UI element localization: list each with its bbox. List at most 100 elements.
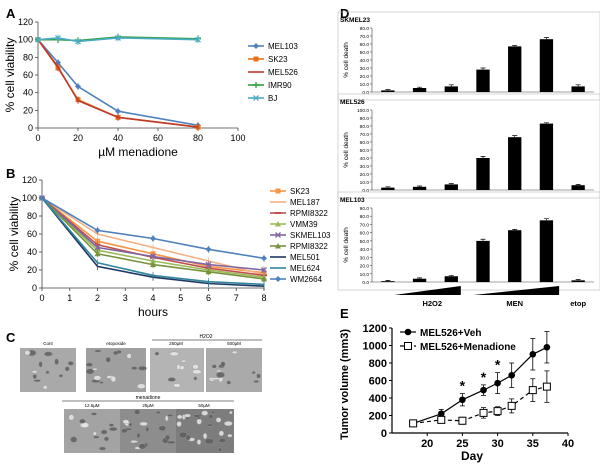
y-tick-label: 70.0 bbox=[360, 222, 370, 228]
error-bar bbox=[417, 185, 423, 187]
y-tick-label: 60.0 bbox=[360, 42, 370, 48]
legend-label: VMM39 bbox=[290, 220, 318, 229]
x-tick-label: 1 bbox=[67, 293, 72, 303]
cell-shape bbox=[251, 371, 256, 375]
legend-marker bbox=[404, 342, 412, 350]
bar bbox=[571, 86, 585, 92]
legend-label: MEL526+Menadione bbox=[420, 342, 516, 353]
cell-shape bbox=[223, 420, 233, 427]
error-bar bbox=[385, 280, 391, 282]
cell-shape bbox=[211, 410, 215, 414]
cell-shape bbox=[201, 410, 209, 416]
y-tick-label: 80.0 bbox=[360, 26, 370, 32]
cell-shape bbox=[193, 376, 198, 381]
y-tick-label: 30.0 bbox=[360, 164, 370, 170]
cell-shape bbox=[108, 423, 114, 427]
y-tick-label: 20.0 bbox=[360, 172, 370, 178]
y-tick-label: 10.0 bbox=[360, 82, 370, 88]
error-bar bbox=[543, 122, 549, 124]
panel-a-chart: 0 20 40 60 80 100 120 0 20 40 60 80 100 µM menadione%… bbox=[3, 17, 298, 159]
x-tick-label: 35 bbox=[527, 438, 539, 450]
y-tick-label: 30.0 bbox=[360, 255, 370, 261]
x-tick-label: 20 bbox=[73, 133, 83, 143]
legend-label: MEL501 bbox=[290, 253, 320, 262]
cell-shape bbox=[145, 426, 150, 432]
cell-shape bbox=[103, 436, 110, 442]
y-tick-label: 60.0 bbox=[360, 231, 370, 237]
cell-shape bbox=[113, 350, 119, 356]
y-tick-label: 0 bbox=[381, 428, 387, 440]
x-tick-label: 20 bbox=[421, 438, 433, 450]
error-bar bbox=[575, 184, 581, 186]
cell-shape bbox=[196, 439, 202, 445]
cell-shape bbox=[256, 373, 261, 379]
legend-label: MEL103 bbox=[268, 42, 298, 51]
y-tick-label: 10.0 bbox=[360, 180, 370, 186]
error-bar bbox=[543, 37, 549, 40]
y-axis-title: % cell death bbox=[343, 227, 350, 263]
data-point bbox=[94, 244, 101, 251]
micrograph-label-250um: 250µM bbox=[169, 341, 183, 346]
cell-shape bbox=[231, 350, 238, 354]
y-tick-label: 0 bbox=[32, 283, 37, 293]
error-bar bbox=[417, 86, 423, 88]
cell-shape bbox=[176, 363, 181, 371]
error-bar bbox=[417, 277, 423, 279]
subpanel-title: MEL526 bbox=[340, 99, 365, 106]
significance-star: * bbox=[481, 369, 487, 385]
error-bar bbox=[448, 275, 454, 277]
data-point bbox=[150, 261, 156, 268]
y-tick-label: 1000 bbox=[363, 341, 387, 353]
bar bbox=[571, 280, 585, 282]
legend-label: RPMI8322 bbox=[290, 209, 328, 218]
cell-shape bbox=[122, 419, 130, 425]
legend-label: SKMEL103 bbox=[290, 231, 331, 240]
legend-label: WM2664 bbox=[290, 275, 323, 284]
cell-shape bbox=[173, 383, 181, 388]
data-point bbox=[480, 386, 487, 394]
panel-e-chart: 0 200 400 600 800 1000 1200 20 25 30 35 40 Day Tumor … bbox=[339, 323, 574, 463]
x-tick-label: 60 bbox=[153, 133, 163, 143]
x-tick-label: 6 bbox=[206, 293, 211, 303]
micrograph-group-h2o2: H2O2 bbox=[199, 334, 212, 340]
panel-label-a: A bbox=[6, 6, 16, 21]
data-point bbox=[459, 396, 466, 404]
error-bar bbox=[480, 67, 486, 70]
cell-shape bbox=[24, 350, 31, 356]
data-point bbox=[94, 227, 101, 234]
data-point bbox=[543, 343, 551, 351]
cell-shape bbox=[154, 351, 160, 356]
cell-shape bbox=[70, 436, 78, 443]
error-bar bbox=[385, 186, 391, 188]
y-tick-label: 40.0 bbox=[360, 247, 370, 253]
data-point bbox=[39, 195, 45, 201]
data-point bbox=[115, 34, 121, 41]
bar bbox=[444, 86, 458, 92]
y-tick-label: 40 bbox=[23, 88, 33, 98]
x-tick-label: 3 bbox=[123, 293, 128, 303]
y-tick-label: 90.0 bbox=[360, 206, 370, 212]
x-tick-label: 100 bbox=[230, 133, 245, 143]
cell-shape bbox=[138, 365, 147, 371]
legend-label: SK23 bbox=[268, 55, 288, 64]
cell-shape bbox=[164, 434, 171, 441]
cell-shape bbox=[167, 413, 173, 417]
cell-shape bbox=[204, 438, 214, 445]
legend-label: MEL526+Veh bbox=[420, 328, 481, 339]
legend-marker bbox=[275, 232, 281, 238]
error-bar bbox=[385, 89, 391, 91]
cell-shape bbox=[128, 422, 133, 427]
group-label-men: MEN bbox=[506, 299, 523, 308]
cell-shape bbox=[91, 367, 98, 371]
y-tick-label: 0.0 bbox=[362, 188, 369, 194]
cell-shape bbox=[196, 418, 202, 425]
error-bar bbox=[575, 279, 581, 281]
data-point bbox=[261, 255, 267, 262]
y-tick-label: 20.0 bbox=[360, 74, 370, 80]
cell-shape bbox=[192, 414, 201, 418]
bar bbox=[508, 230, 522, 282]
cell-shape bbox=[229, 410, 233, 415]
data-point bbox=[205, 246, 212, 253]
bar bbox=[381, 281, 395, 282]
micrograph-label-500um: 500µM bbox=[227, 341, 241, 346]
